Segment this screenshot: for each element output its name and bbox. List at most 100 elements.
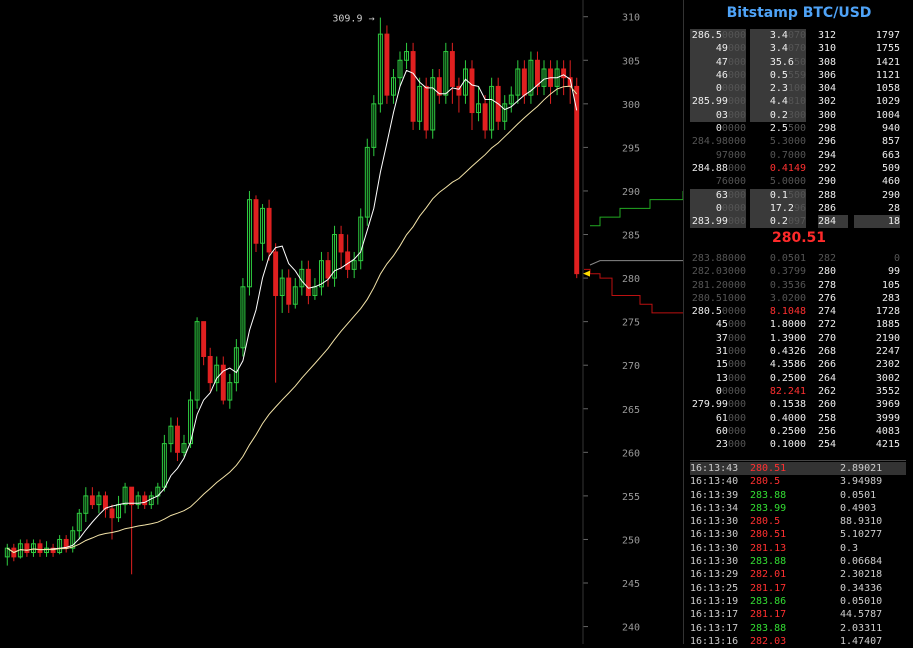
amount-cell: 35.650 <box>750 55 806 69</box>
candle-body <box>325 260 331 279</box>
candle-body <box>469 68 475 114</box>
candle-body <box>489 85 495 131</box>
price-cell: 286.50000 <box>690 29 746 43</box>
trade-time: 16:13:43 <box>690 463 739 474</box>
candlestick-chart[interactable]: 240 245 250 255 260 265 270 275 280 285 290 295 300 3… <box>0 0 683 644</box>
y-tick-label: 300 <box>622 100 640 111</box>
trade-time: 16:13:17 <box>690 609 739 621</box>
candle-body <box>24 543 30 554</box>
level-cell: 300 <box>818 109 837 121</box>
candle-body <box>266 207 272 253</box>
candle-body <box>318 260 324 288</box>
trade-time: 16:13:39 <box>690 489 739 501</box>
price-chart[interactable]: 240 245 250 255 260 265 270 275 280 285 290 295 300 3… <box>0 0 683 644</box>
level-cell: 312 <box>818 30 837 41</box>
price-cell: 00000 <box>690 201 746 216</box>
cumulative-cell: 2190 <box>875 332 900 344</box>
candle-body <box>273 251 279 297</box>
candle-body <box>286 277 292 305</box>
trade-price: 283.88 <box>750 489 787 501</box>
candle-body <box>534 59 540 87</box>
amount-cell: 1.3900 <box>769 332 806 344</box>
price-cell: 23000 <box>715 439 746 451</box>
trade-price: 282.03 <box>750 635 787 647</box>
ask-row[interactable]: 284.98000 5.3000 296 857 <box>690 135 906 148</box>
trade-time: 16:13:17 <box>690 622 739 634</box>
amount-cell: 0.2500 <box>769 372 806 384</box>
bid-row[interactable]: 23000 0.1000 254 4215 <box>690 438 906 451</box>
price-cell: 13000 <box>715 372 746 384</box>
ask-row[interactable]: 63000 0.1500 288 290 <box>690 188 906 202</box>
bid-row[interactable]: 282.03000 0.3799 280 99 <box>690 265 906 278</box>
price-cell: 00000 <box>715 385 746 397</box>
ask-row[interactable]: 76000 5.0000 290 460 <box>690 175 906 188</box>
cumulative-cell: 460 <box>881 176 900 188</box>
trade-row: 16:13:19 283.86 0.05010 <box>690 595 906 608</box>
ask-row[interactable]: 285.99000 4.4810 302 1029 <box>690 95 906 109</box>
bid-row[interactable]: 15000 4.3586 266 2302 <box>690 358 906 371</box>
bid-row[interactable]: 280.51000 3.0200 276 283 <box>690 292 906 305</box>
bid-row[interactable]: 283.88000 0.0501 282 0 <box>690 252 906 265</box>
bid-row[interactable]: 13000 0.2500 264 3002 <box>690 372 906 385</box>
price-cell: 280.50000 <box>691 306 746 318</box>
bid-row[interactable]: 00000 82.241 262 3552 <box>690 385 906 398</box>
cumulative-cell: 1728 <box>875 306 900 318</box>
ask-row[interactable]: 286.50000 3.4070 312 1797 <box>690 29 906 43</box>
ask-row[interactable]: 284.88000 0.4149 292 509 <box>690 162 906 175</box>
ask-row[interactable]: 283.99000 0.2097 284 18 <box>690 215 906 229</box>
bid-row[interactable]: 61000 0.4000 258 3999 <box>690 412 906 425</box>
candle-body <box>358 216 364 262</box>
y-tick-label: 255 <box>622 492 640 503</box>
candle-body <box>528 59 534 96</box>
candle-body <box>142 495 148 506</box>
candle-body <box>129 486 135 506</box>
bid-row[interactable]: 279.99000 0.1538 260 3969 <box>690 398 906 411</box>
trade-price: 283.88 <box>750 622 787 634</box>
candle-body <box>482 103 488 131</box>
price-cell: 31000 <box>715 346 746 358</box>
ask-row[interactable]: 03000 0.2300 300 1004 <box>690 108 906 123</box>
cumulative-cell: 99 <box>887 266 900 278</box>
bid-row[interactable]: 37000 1.3900 270 2190 <box>690 332 906 345</box>
trade-amount: 0.0501 <box>840 489 877 501</box>
ask-row[interactable]: 46000 0.5559 306 1121 <box>690 68 906 83</box>
level-cell: 288 <box>818 189 837 201</box>
candle-body <box>161 443 167 488</box>
price-cell: 03000 <box>690 108 746 123</box>
bid-row[interactable]: 281.20000 0.3536 278 105 <box>690 279 906 292</box>
candle-body <box>168 425 174 445</box>
amount-cell: 0.5559 <box>750 68 806 83</box>
price-cell: 283.99000 <box>690 215 746 229</box>
amount-cell: 0.3799 <box>769 266 806 278</box>
amount-cell: 0.1538 <box>769 399 806 411</box>
ask-row[interactable]: 00000 17.296 286 28 <box>690 201 906 216</box>
order-book-panel: Bitstamp BTC/USD 286.50000 3.4070 312 1797 4… <box>683 0 913 647</box>
amount-cell: 4.3586 <box>769 359 806 371</box>
candle-body <box>521 68 527 96</box>
bid-row[interactable]: 60000 0.2500 256 4083 <box>690 425 906 438</box>
ask-row[interactable]: 00000 2.5500 298 940 <box>690 122 906 135</box>
price-cell: 284.88000 <box>691 162 746 174</box>
high-marker: 309.9 → <box>332 14 374 25</box>
candle-body <box>57 538 63 554</box>
trade-row: 16:13:30 281.13 0.3 <box>690 542 906 555</box>
cumulative-cell: 663 <box>881 149 900 161</box>
amount-cell: 0.1500 <box>750 188 806 202</box>
candle-body <box>332 234 338 279</box>
bid-row[interactable]: 280.50000 8.1048 274 1728 <box>690 305 906 318</box>
candle-body <box>436 77 442 96</box>
price-cell: 282.03000 <box>691 266 746 278</box>
price-cell: 63000 <box>690 188 746 202</box>
candle-body <box>502 103 508 122</box>
ma-slow-line <box>7 85 578 554</box>
ask-row[interactable]: 97000 0.7000 294 663 <box>690 149 906 162</box>
price-cell: 279.99000 <box>691 399 746 411</box>
ask-row[interactable]: 49000 3.4070 310 1755 <box>690 42 906 56</box>
price-cell: 47000 <box>690 55 746 69</box>
bid-row[interactable]: 31000 0.4326 268 2247 <box>690 345 906 358</box>
amount-cell: 5.3000 <box>769 136 806 148</box>
ask-row[interactable]: 00000 2.3100 304 1058 <box>690 82 906 96</box>
ask-row[interactable]: 47000 35.650 308 1421 <box>690 55 906 69</box>
bid-row[interactable]: 45000 1.8000 272 1885 <box>690 318 906 331</box>
candle-body <box>423 85 429 131</box>
